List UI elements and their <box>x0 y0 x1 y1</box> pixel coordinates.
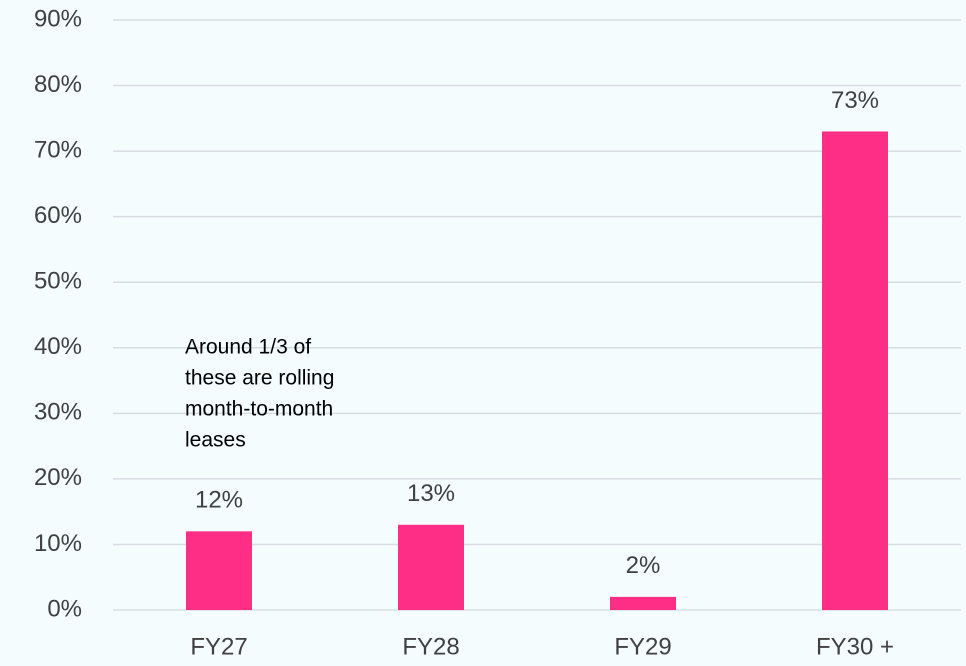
annotation: leases <box>185 429 246 452</box>
y-tick-label: 90% <box>34 5 82 32</box>
value-label: 73% <box>831 87 879 114</box>
value-label: 2% <box>626 552 661 579</box>
bar <box>610 596 676 610</box>
bar <box>822 131 888 610</box>
y-tick-label: 50% <box>34 268 82 295</box>
y-tick-label: 40% <box>34 333 82 360</box>
bar <box>398 524 464 610</box>
y-tick-label: 80% <box>34 71 82 98</box>
annotation: month-to-month <box>185 398 333 421</box>
y-tick-label: 70% <box>34 136 82 163</box>
annotation: Around 1/3 of <box>185 336 311 359</box>
annotation: these are rolling <box>185 367 334 390</box>
y-tick-label: 10% <box>34 530 82 557</box>
x-tick-label: FY28 <box>402 633 459 660</box>
x-tick-label: FY27 <box>190 633 247 660</box>
value-label: 12% <box>195 487 243 514</box>
y-tick-label: 0% <box>47 595 82 622</box>
value-label: 13% <box>407 480 455 507</box>
x-tick-label: FY30 + <box>816 633 894 660</box>
y-tick-label: 20% <box>34 464 82 491</box>
x-tick-label: FY29 <box>614 633 671 660</box>
y-tick-label: 30% <box>34 399 82 426</box>
y-tick-label: 60% <box>34 202 82 229</box>
bar <box>186 531 252 610</box>
